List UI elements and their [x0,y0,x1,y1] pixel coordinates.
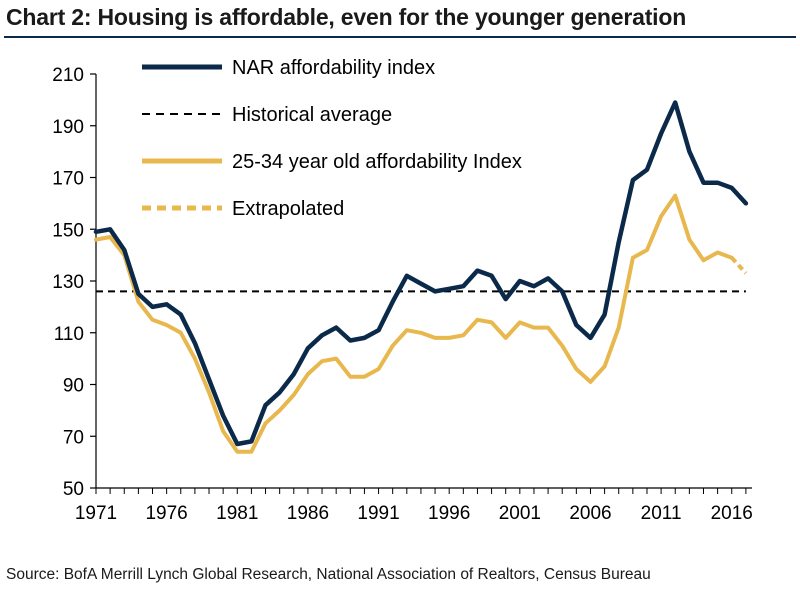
y-tick-label: 130 [52,272,84,293]
young-affordability-line [94,193,734,454]
legend-label-average: Historical average [232,104,392,126]
y-tick-label: 190 [52,117,84,138]
y-tick-label: 110 [54,324,84,345]
x-tick-label: 1986 [287,503,329,524]
extrapolated-line [730,256,748,275]
legend-label-nar: NAR affordability index [232,57,435,79]
y-tick-label: 70 [63,427,84,448]
x-tick-label: 1971 [75,503,117,524]
title-divider [4,36,796,38]
x-tick-label: 1991 [357,503,399,524]
x-tick-label: 1996 [428,503,470,524]
chart-title: Chart 2: Housing is affordable, even for… [6,4,687,30]
source-note: Source: BofA Merrill Lynch Global Resear… [6,566,651,583]
y-tick-label: 90 [63,376,84,397]
y-tick-label: 210 [52,65,84,86]
nar-affordability-line [93,100,749,447]
y-tick-label: 150 [52,220,84,241]
x-tick-label: 2011 [641,503,682,524]
x-tick-label: 2016 [711,503,753,524]
x-tick-label: 2001 [499,503,541,524]
y-tick-label: 170 [52,169,84,190]
x-tick-label: 1981 [216,503,258,524]
x-tick-label: 2006 [569,503,611,524]
legend-label-extrapolated: Extrapolated [232,198,344,220]
legend-label-young: 25-34 year old affordability Index [232,151,522,173]
y-tick-label: 50 [63,479,84,500]
x-tick-label: 1976 [145,503,187,524]
